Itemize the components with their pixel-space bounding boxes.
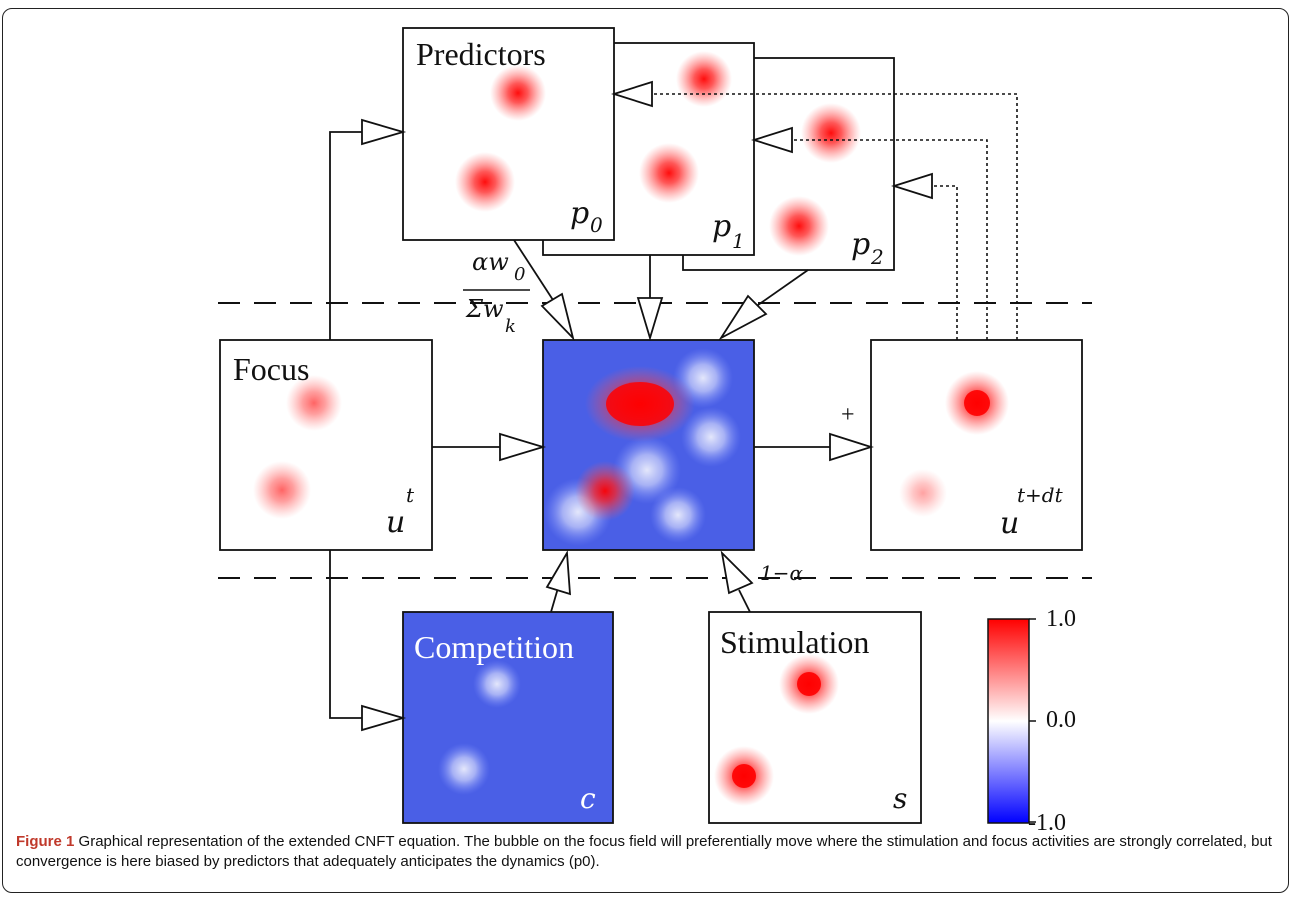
output-field-panel: u t+dt [870, 339, 1083, 551]
predictors-title: Predictors [416, 36, 546, 72]
stimulation-title: Stimulation [720, 624, 869, 660]
s-label: s [893, 782, 907, 815]
stimulation-panel: Stimulation s [708, 611, 922, 824]
p2-label: p [851, 227, 870, 262]
weight-denominator: Σw [465, 295, 504, 323]
plus-sign: + [841, 402, 855, 428]
central-field-panel [542, 339, 755, 551]
focus-panel: Focus u t [219, 339, 433, 551]
solid-connectors [329, 131, 833, 719]
one-minus-alpha-label: 1−α [760, 561, 803, 585]
colorbar-min-label: -1.0 [1028, 810, 1066, 830]
p0-label: p [570, 196, 589, 231]
colorbar-max-label: 1.0 [1046, 606, 1076, 632]
colorbar-mid-label: 0.0 [1046, 707, 1076, 733]
arrowheads [361, 118, 874, 732]
competition-title: Competition [414, 629, 574, 665]
weight-numerator: αw [472, 248, 509, 276]
feedback-arrowheads [611, 80, 933, 200]
cnft-diagram: p 2 p 1 Predictors p 0 Focus u t [218, 27, 1092, 830]
focus-title: Focus [233, 351, 309, 387]
c-label: c [580, 782, 596, 815]
u-tdt-superscript: t+dt [1017, 483, 1064, 507]
predictor-p0-panel: Predictors p 0 [402, 27, 615, 241]
feedback-dotted-lines [652, 93, 1018, 340]
figure-caption: Figure 1 Graphical representation of the… [16, 832, 1278, 872]
caption-text: Graphical representation of the extended… [16, 833, 1272, 870]
caption-label: Figure 1 [16, 833, 75, 850]
weight-denominator-subscript: k [505, 316, 516, 337]
p1-label: p [712, 209, 731, 244]
p0-subscript: 0 [590, 213, 603, 237]
p2-subscript: 2 [870, 245, 884, 269]
u-t-superscript: t [406, 483, 415, 507]
figure-frame [2, 8, 1289, 893]
weight-fraction: αw 0 Σw k [463, 248, 530, 337]
u-t-label: u [386, 505, 405, 540]
weight-numerator-subscript: 0 [514, 264, 525, 285]
competition-panel: Competition c [402, 611, 614, 824]
p1-subscript: 1 [732, 229, 745, 253]
u-tdt-label: u [1000, 506, 1019, 541]
colorbar: 1.0 0.0 -1.0 [987, 606, 1076, 830]
